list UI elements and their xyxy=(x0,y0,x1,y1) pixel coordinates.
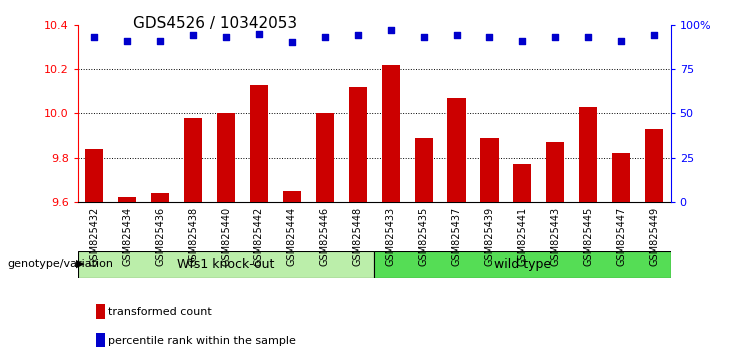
Point xyxy=(418,34,430,40)
Point xyxy=(385,27,396,33)
Text: GSM825432: GSM825432 xyxy=(89,207,99,266)
Bar xyxy=(316,113,334,202)
Text: ▶: ▶ xyxy=(76,259,84,269)
Point xyxy=(549,34,561,40)
Point xyxy=(648,33,660,38)
Point xyxy=(352,33,364,38)
Text: GSM825440: GSM825440 xyxy=(221,207,231,266)
Text: Wfs1 knock-out: Wfs1 knock-out xyxy=(177,258,275,271)
Text: GSM825445: GSM825445 xyxy=(583,207,594,266)
Point xyxy=(187,33,199,38)
Text: GSM825433: GSM825433 xyxy=(385,207,396,266)
Point xyxy=(484,34,496,40)
Point xyxy=(516,38,528,44)
Text: GSM825444: GSM825444 xyxy=(287,207,297,266)
Point xyxy=(122,38,133,44)
Text: GSM825439: GSM825439 xyxy=(485,207,494,266)
Text: GSM825442: GSM825442 xyxy=(254,207,264,266)
Bar xyxy=(480,138,499,202)
Bar xyxy=(579,107,597,202)
Text: transformed count: transformed count xyxy=(108,307,212,317)
Bar xyxy=(382,64,399,202)
Text: GSM825436: GSM825436 xyxy=(155,207,165,266)
Text: GSM825447: GSM825447 xyxy=(617,207,626,266)
Point xyxy=(319,34,330,40)
Point xyxy=(253,31,265,36)
Bar xyxy=(612,153,631,202)
Text: genotype/variation: genotype/variation xyxy=(7,259,113,269)
Text: GSM825449: GSM825449 xyxy=(649,207,659,266)
Point xyxy=(154,38,166,44)
Point xyxy=(286,40,298,45)
Text: GSM825435: GSM825435 xyxy=(419,207,428,266)
Bar xyxy=(645,129,663,202)
Text: GDS4526 / 10342053: GDS4526 / 10342053 xyxy=(133,16,297,31)
Point xyxy=(451,33,462,38)
Point xyxy=(88,34,100,40)
Bar xyxy=(118,198,136,202)
FancyBboxPatch shape xyxy=(78,251,374,278)
Bar xyxy=(349,87,367,202)
Text: GSM825443: GSM825443 xyxy=(551,207,560,266)
Bar xyxy=(283,191,301,202)
Point xyxy=(582,34,594,40)
Point xyxy=(615,38,627,44)
Bar xyxy=(151,193,169,202)
Text: percentile rank within the sample: percentile rank within the sample xyxy=(108,336,296,346)
Text: GSM825437: GSM825437 xyxy=(451,207,462,266)
Bar xyxy=(414,138,433,202)
FancyBboxPatch shape xyxy=(374,251,671,278)
Point xyxy=(220,34,232,40)
Bar xyxy=(250,85,268,202)
Bar xyxy=(546,142,565,202)
Bar xyxy=(85,149,103,202)
Text: GSM825448: GSM825448 xyxy=(353,207,363,266)
Text: GSM825446: GSM825446 xyxy=(320,207,330,266)
Text: GSM825434: GSM825434 xyxy=(122,207,132,266)
Text: wild type: wild type xyxy=(494,258,551,271)
Text: GSM825438: GSM825438 xyxy=(188,207,198,266)
Bar xyxy=(448,98,465,202)
Bar xyxy=(514,164,531,202)
Text: GSM825441: GSM825441 xyxy=(517,207,528,266)
Bar xyxy=(184,118,202,202)
Bar xyxy=(217,113,235,202)
